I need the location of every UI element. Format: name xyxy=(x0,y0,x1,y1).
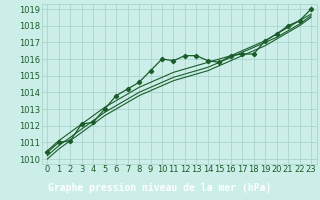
Text: Graphe pression niveau de la mer (hPa): Graphe pression niveau de la mer (hPa) xyxy=(48,183,272,193)
